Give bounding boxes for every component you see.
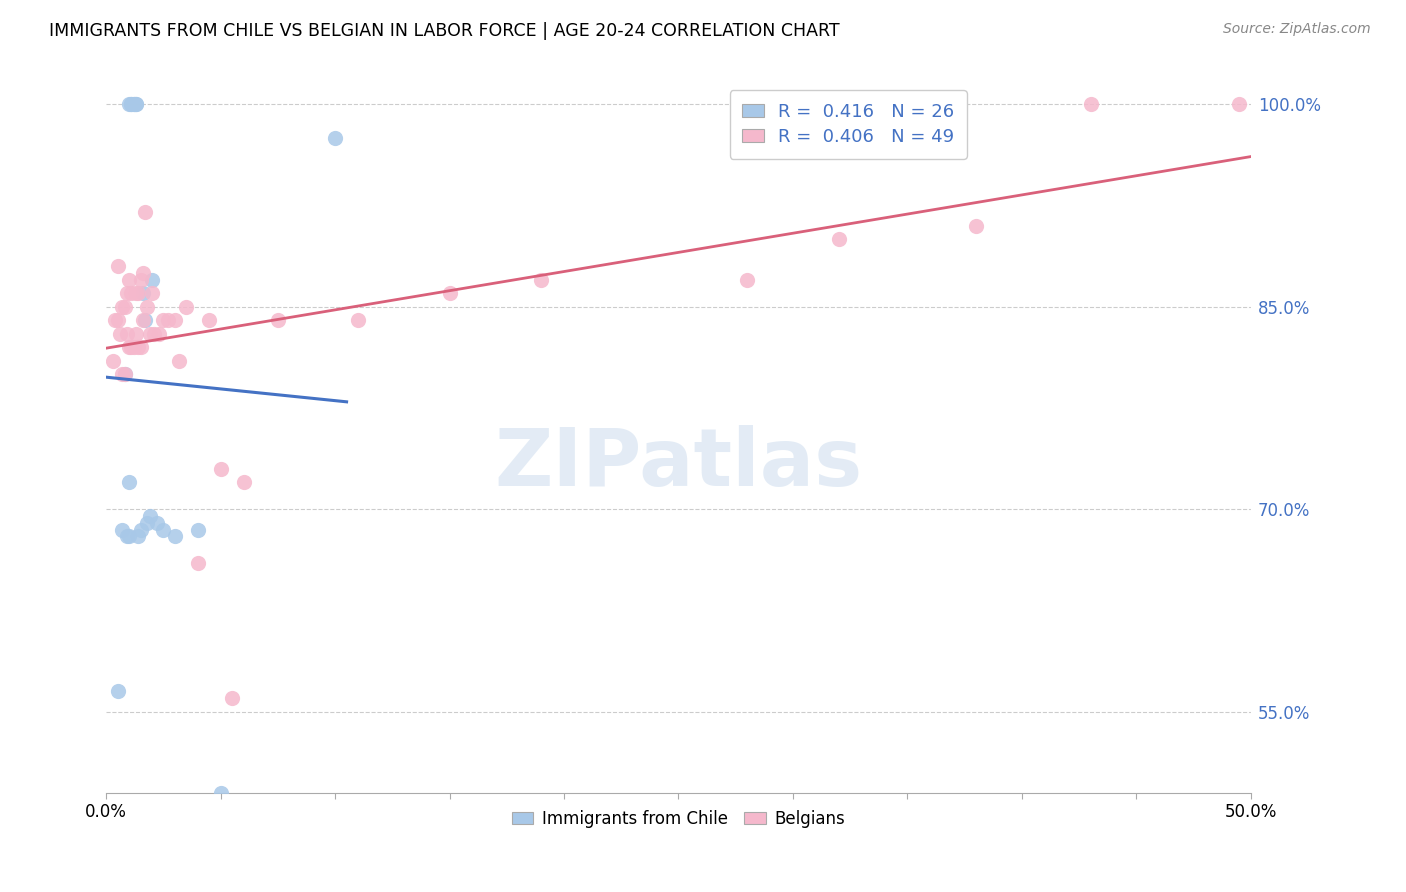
Point [125, 97, 148, 112]
Point [111, 300, 134, 314]
Point [120, 340, 142, 354]
Point [125, 326, 148, 341]
Point [965, 219, 987, 233]
Text: ZIPatlas: ZIPatlas [495, 425, 863, 503]
Point [136, 516, 159, 530]
Point [187, 523, 209, 537]
Point [1080, 97, 1102, 112]
Point [134, 313, 156, 327]
Point [120, 97, 142, 112]
Point [122, 97, 145, 112]
Point [134, 205, 156, 219]
Point [111, 523, 134, 537]
Point [132, 313, 155, 327]
Point [530, 273, 553, 287]
Point [108, 326, 131, 341]
Point [176, 300, 198, 314]
Point [127, 529, 149, 543]
Point [120, 286, 142, 301]
Point [118, 273, 141, 287]
Point [143, 326, 166, 341]
Point [107, 313, 129, 327]
Point [141, 273, 163, 287]
Point [136, 300, 159, 314]
Point [132, 286, 155, 301]
Point [104, 313, 127, 327]
Point [101, 354, 124, 368]
Point [148, 326, 170, 341]
Point [114, 300, 136, 314]
Point [127, 340, 149, 354]
Point [152, 523, 174, 537]
Point [221, 691, 243, 706]
Point [107, 260, 129, 274]
Point [129, 523, 152, 537]
Point [163, 313, 186, 327]
Point [115, 529, 138, 543]
Point [118, 97, 141, 112]
Point [169, 354, 191, 368]
Point [122, 97, 145, 112]
Point [114, 368, 136, 382]
Point [114, 368, 136, 382]
Legend: Immigrants from Chile, Belgians: Immigrants from Chile, Belgians [505, 803, 852, 834]
Point [129, 340, 152, 354]
Point [198, 313, 221, 327]
Point [125, 286, 148, 301]
Point [107, 684, 129, 698]
Text: IMMIGRANTS FROM CHILE VS BELGIAN IN LABOR FORCE | AGE 20-24 CORRELATION CHART: IMMIGRANTS FROM CHILE VS BELGIAN IN LABO… [49, 22, 839, 40]
Point [439, 286, 461, 301]
Point [125, 97, 148, 112]
Point [111, 368, 134, 382]
Point [127, 286, 149, 301]
Point [145, 516, 167, 530]
Point [267, 313, 290, 327]
Text: Source: ZipAtlas.com: Source: ZipAtlas.com [1223, 22, 1371, 37]
Point [209, 786, 232, 800]
Point [323, 131, 346, 145]
Point [115, 286, 138, 301]
Point [118, 475, 141, 490]
Point [347, 313, 370, 327]
Point [129, 273, 152, 287]
Point [163, 529, 186, 543]
Point [828, 232, 851, 246]
Point [122, 340, 145, 354]
Point [138, 508, 160, 523]
Point [1227, 97, 1250, 112]
Point [141, 286, 163, 301]
Point [118, 340, 141, 354]
Point [209, 462, 232, 476]
Point [132, 266, 155, 280]
Point [120, 97, 142, 112]
Point [118, 529, 141, 543]
Point [115, 326, 138, 341]
Point [157, 313, 180, 327]
Point [152, 313, 174, 327]
Point [232, 475, 254, 490]
Point [735, 273, 758, 287]
Point [187, 556, 209, 570]
Point [138, 326, 160, 341]
